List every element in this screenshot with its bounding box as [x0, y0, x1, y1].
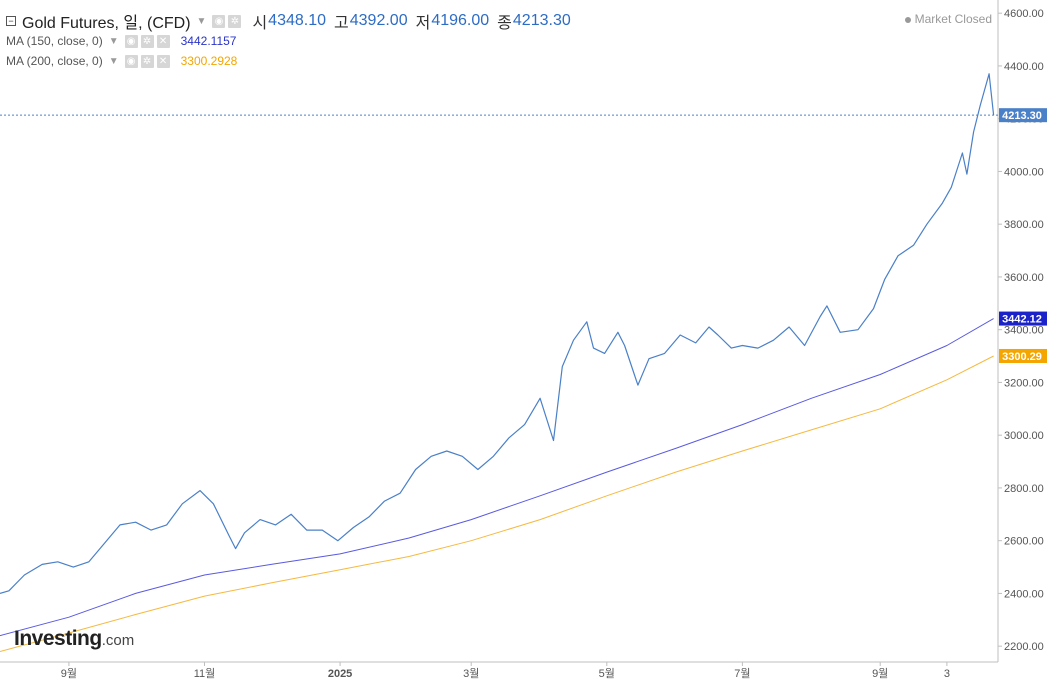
close-value: 4213.30 — [512, 12, 571, 29]
x-tick-label: 3월 — [463, 667, 479, 680]
low-label: 저 — [415, 15, 431, 32]
eye-icon[interactable]: ◉ — [124, 34, 138, 48]
indicator-ma150-value: 3442.1157 — [180, 34, 237, 48]
eye-icon[interactable]: ◉ — [124, 54, 138, 68]
symbol-title[interactable]: Gold Futures, 일, (CFD) — [22, 15, 191, 32]
market-status: Market Closed — [904, 12, 992, 26]
close-label: 종 — [497, 15, 512, 32]
series-line-ma150[interactable] — [0, 318, 994, 637]
low-value: 4196.00 — [431, 12, 490, 29]
y-tick-label: 4400.00 — [1004, 61, 1044, 73]
y-tick-label: 3200.00 — [1004, 377, 1044, 389]
plot-area[interactable] — [0, 73, 998, 652]
price-axis[interactable]: 2200.00 2400.00 2600.00 2800.00 3000.00 3200.… — [998, 8, 1044, 653]
price-tag-ma150 — [999, 311, 1047, 326]
chevron-down-icon[interactable]: ▼ — [108, 55, 119, 67]
x-tick-label: 7월 — [734, 667, 750, 680]
price-tag-price — [999, 108, 1047, 123]
x-tick-label: 3 — [944, 668, 950, 680]
y-tick-label: 3800.00 — [1004, 219, 1044, 231]
price-tag-ma200 — [999, 348, 1047, 363]
indicator-ma200-value: 3300.2928 — [180, 54, 238, 68]
series-line-price[interactable] — [0, 73, 995, 594]
market-status-text: Market Closed — [914, 12, 992, 26]
x-tick-label: 5월 — [599, 667, 615, 680]
x-tick-label: 2025 — [328, 668, 352, 680]
open-label: 시 — [252, 15, 268, 32]
collapse-icon[interactable]: − — [6, 16, 16, 26]
y-tick-label: 4600.00 — [1004, 8, 1044, 20]
close-icon[interactable]: ✕ — [156, 54, 170, 68]
time-axis[interactable]: 9월 11월 2025 3월 5월 7월 9월 3 — [61, 662, 950, 680]
y-tick-label: 2200.00 — [1004, 641, 1044, 653]
x-tick-label: 11월 — [194, 667, 216, 680]
x-tick-label: 9월 — [61, 667, 77, 680]
symbol-header: − Gold Futures, 일, (CFD) ▼ ◉ ✲ 시 4348.10 … — [6, 8, 571, 34]
open-value: 4348.10 — [268, 12, 327, 29]
y-tick-label: 2400.00 — [1004, 588, 1044, 600]
y-tick-label: 4000.00 — [1004, 166, 1044, 178]
indicator-ma200-label[interactable]: MA (200, close, 0) — [6, 54, 103, 68]
y-tick-label: 3000.00 — [1004, 430, 1044, 442]
indicator-ma200-row: MA (200, close, 0) ▼ ◉ ✲ ✕ 3300.2928 — [6, 53, 237, 69]
eye-icon[interactable]: ◉ — [212, 14, 226, 28]
price-tag-label-price: 4213.30 — [1002, 110, 1042, 122]
chevron-down-icon[interactable]: ▼ — [196, 15, 207, 27]
indicator-ma150-label[interactable]: MA (150, close, 0) — [6, 34, 103, 48]
close-icon[interactable]: ✕ — [156, 34, 170, 48]
status-dot-icon — [904, 16, 911, 23]
gear-icon[interactable]: ✲ — [140, 34, 154, 48]
investing-logo: Investing.com — [14, 627, 134, 651]
chevron-down-icon[interactable]: ▼ — [108, 35, 119, 47]
indicator-ma150-row: MA (150, close, 0) ▼ ◉ ✲ ✕ 3442.1157 — [6, 33, 236, 49]
gear-icon[interactable]: ✲ — [140, 54, 154, 68]
series-line-ma200[interactable] — [0, 355, 994, 652]
gear-icon[interactable]: ✲ — [228, 14, 242, 28]
logo-brand: Investing — [14, 627, 102, 650]
y-tick-label: 2600.00 — [1004, 536, 1044, 548]
price-tag-label-ma200: 3300.29 — [1002, 351, 1042, 363]
price-tag-label-ma150: 3442.12 — [1002, 314, 1042, 326]
logo-suffix: .com — [101, 632, 135, 649]
high-value: 4392.00 — [349, 12, 408, 29]
price-tags: 4213.30 3442.12 3300.29 — [999, 108, 1047, 363]
y-tick-label: 3400.00 — [1004, 325, 1044, 337]
x-tick-label: 9월 — [872, 667, 888, 680]
high-label: 고 — [334, 15, 349, 32]
y-tick-label: 3600.00 — [1004, 272, 1044, 284]
y-tick-label: 2800.00 — [1004, 483, 1044, 495]
